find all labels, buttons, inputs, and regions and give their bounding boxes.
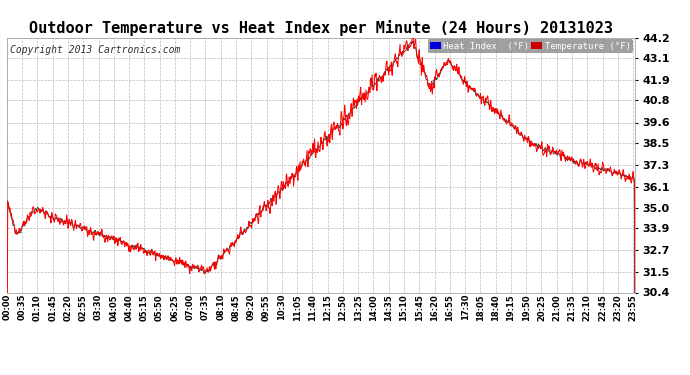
Legend: Heat Index  (°F), Temperature (°F): Heat Index (°F), Temperature (°F) <box>428 39 633 53</box>
Title: Outdoor Temperature vs Heat Index per Minute (24 Hours) 20131023: Outdoor Temperature vs Heat Index per Mi… <box>29 20 613 36</box>
Text: Copyright 2013 Cartronics.com: Copyright 2013 Cartronics.com <box>10 45 180 55</box>
